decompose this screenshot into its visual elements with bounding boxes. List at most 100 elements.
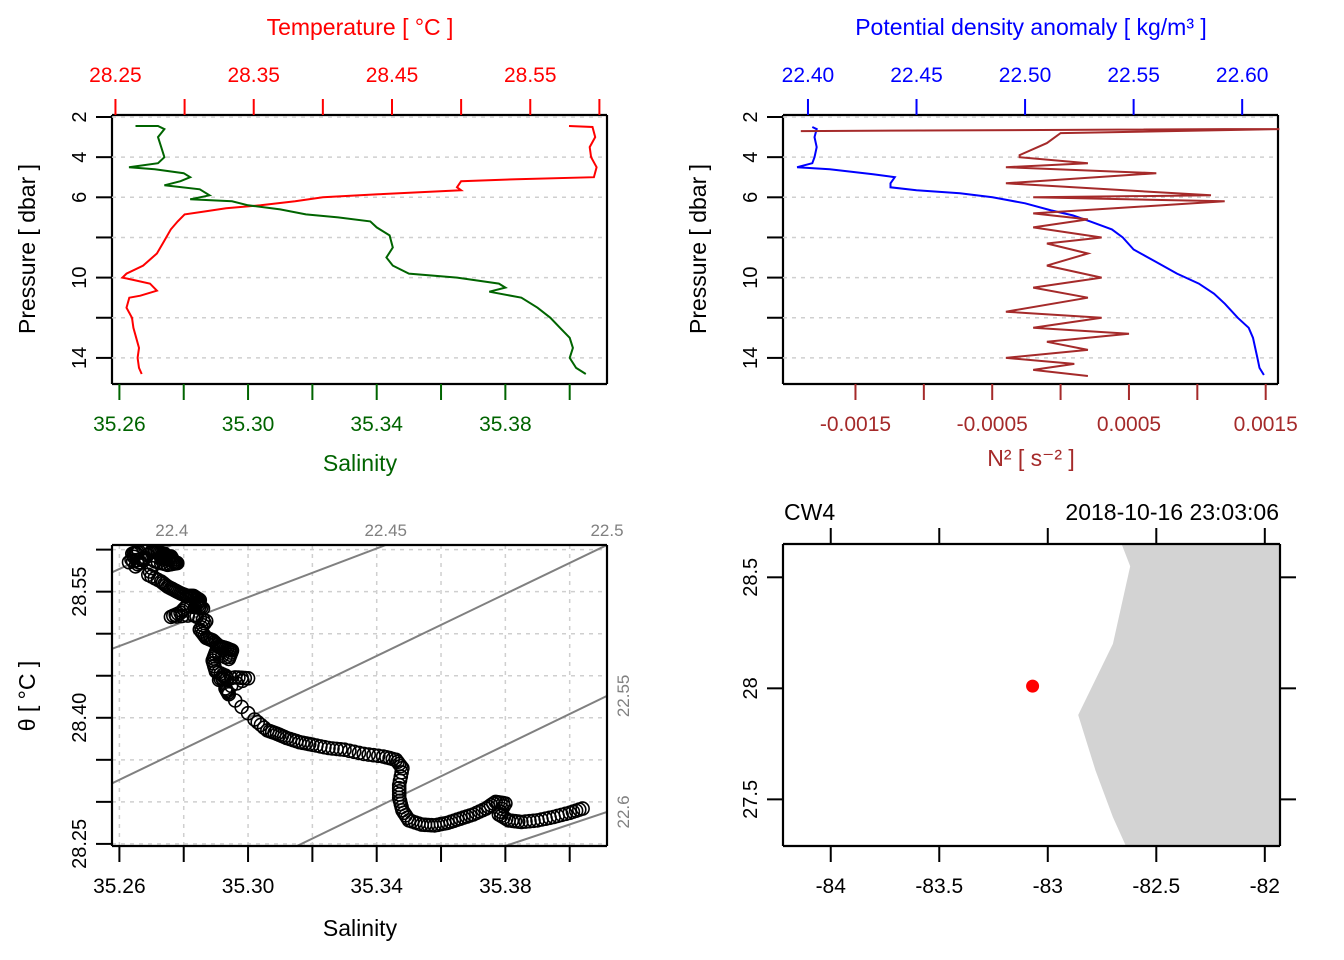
pressure-axis: 2 4 6 10 14	[69, 111, 112, 369]
ts-point	[163, 609, 179, 625]
n2-axis-title: N² [ s⁻² ]	[987, 445, 1075, 471]
top-axis-tick-label: 28.55	[504, 64, 557, 87]
density-buoyancy-profile-panel: 2 4 6 10 14 22.40 22.45 22.50 22.55 22.60 -0.001…	[685, 14, 1298, 471]
salinity-axis: 35.26 35.30 35.34 35.38	[93, 384, 571, 436]
y-tick-label: 28.40	[69, 693, 91, 743]
y-tick-label: 28	[740, 677, 762, 699]
top-axis-tick-label: 28.45	[366, 64, 419, 87]
ts-point	[370, 748, 386, 764]
ts-point	[575, 801, 590, 816]
station-marker	[1026, 679, 1040, 693]
pressure-axis-title: Pressure [ dbar ]	[14, 164, 40, 334]
station-dot	[1026, 679, 1040, 693]
y-tick-label: 10	[69, 266, 91, 288]
station-name: CW4	[784, 499, 835, 525]
top-axis-tick-label: 22.50	[999, 64, 1052, 87]
x-tick-label: 35.26	[93, 875, 146, 898]
x-tick-label: -83.5	[915, 875, 963, 898]
x-tick-label: -82	[1250, 875, 1280, 898]
profile-lines	[796, 126, 1280, 377]
cast-timestamp: 2018-10-16 23:03:06	[1065, 499, 1279, 525]
y-tick-label: 27.5	[740, 780, 762, 819]
ts-point	[169, 609, 184, 624]
y-tick-label: 28.55	[69, 567, 91, 617]
y-tick-label: 2	[740, 111, 762, 122]
series-line-temperature	[120, 125, 598, 375]
bottom-axis-tick-label: 35.34	[350, 413, 403, 436]
isopycnal-label: 22.45	[364, 521, 407, 540]
isopycnal-label: 22.6	[614, 795, 633, 828]
latitude-axis: 27.5 28 28.5	[740, 558, 1296, 819]
pressure-axis: 2 4 6 10 14	[740, 111, 783, 369]
y-tick-label: 14	[69, 347, 91, 369]
ts-point	[342, 743, 357, 759]
isopycnal-lines	[112, 545, 607, 846]
ts-points	[121, 545, 590, 833]
ts-point	[356, 746, 372, 762]
ts-point	[132, 555, 147, 571]
pressure-axis-title: Pressure [ dbar ]	[685, 164, 711, 334]
theta-axis-title: θ [ °C ]	[14, 661, 40, 732]
y-tick-label: 4	[740, 152, 762, 163]
bottom-axis-tick-label: 0.0005	[1097, 413, 1161, 436]
temperature-axis-title: Temperature [ °C ]	[267, 14, 454, 40]
density-axis-title-text: Potential density anomaly [ kg/m³ ]	[855, 14, 1207, 40]
isopycnal-line	[112, 545, 387, 650]
salinity-axis-title: Salinity	[323, 915, 398, 941]
x-tick-label: 35.38	[479, 875, 532, 898]
series-line-potential-density-anomaly	[796, 126, 1265, 376]
isopycnal-line	[505, 811, 607, 846]
n2-axis: -0.0015 -0.0005 0.0005 0.0015	[820, 384, 1298, 436]
y-tick-label: 28.25	[69, 819, 91, 869]
x-tick-label: 35.34	[350, 875, 403, 898]
top-axis-tick-label: 22.60	[1216, 64, 1269, 87]
series-line-salinity	[128, 125, 587, 375]
isopycnal-line	[112, 545, 607, 785]
bottom-axis-tick-label: 0.0015	[1234, 413, 1298, 436]
y-tick-label: 2	[69, 111, 91, 122]
x-tick-label: -82.5	[1132, 875, 1180, 898]
bottom-axis-tick-label: -0.0015	[820, 413, 891, 436]
ts-point	[361, 747, 377, 762]
bottom-axis-tick-label: 35.30	[222, 413, 275, 436]
bottom-axis-tick-label: 35.26	[93, 413, 146, 436]
y-tick-label: 10	[740, 266, 762, 288]
isopycnal-labels: 22.4 22.45 22.5 22.55 22.6	[155, 521, 633, 828]
isopycnal-label: 22.4	[155, 521, 188, 540]
x-tick-label: 35.30	[222, 875, 275, 898]
profile-lines	[120, 125, 598, 375]
isopycnal-label: 22.5	[590, 521, 623, 540]
ts-point	[399, 810, 415, 826]
isopycnal-line	[296, 695, 607, 846]
pressure-gridlines	[112, 116, 607, 359]
top-axis-tick-label: 28.25	[89, 64, 142, 87]
ts-point	[393, 758, 409, 774]
top-axis-tick-label: 22.45	[890, 64, 943, 87]
series-line-n2	[800, 128, 1280, 377]
land-polygon	[1078, 544, 1280, 846]
top-axis-tick-label: 22.40	[782, 64, 835, 87]
x-tick-label: -84	[816, 875, 847, 898]
ts-point	[130, 556, 146, 572]
pressure-gridlines	[783, 116, 1278, 359]
y-tick-label: 4	[69, 152, 91, 163]
bottom-axis-tick-label: 35.38	[479, 413, 532, 436]
x-tick-label: -83	[1033, 875, 1063, 898]
y-tick-label: 28.5	[740, 558, 762, 597]
temperature-axis: 28.25 28.35 28.45 28.55	[89, 64, 601, 115]
salinity-axis-title: Salinity	[323, 450, 398, 476]
salinity-axis: 35.26 35.30 35.34 35.38	[93, 846, 571, 898]
ts-point	[128, 559, 143, 574]
density-axis: 22.40 22.45 22.50 22.55 22.60	[782, 64, 1269, 115]
y-tick-label: 6	[740, 192, 762, 203]
y-tick-label: 14	[740, 347, 762, 369]
isopycnal-label: 22.55	[614, 675, 633, 718]
density-axis-title: Potential density anomaly [ kg/m³ ]	[855, 14, 1207, 40]
theta-axis: 28.25 28.40 28.55	[69, 548, 112, 869]
land-area	[1078, 544, 1280, 846]
ts-point	[174, 608, 190, 624]
top-axis-tick-label: 28.35	[227, 64, 280, 87]
